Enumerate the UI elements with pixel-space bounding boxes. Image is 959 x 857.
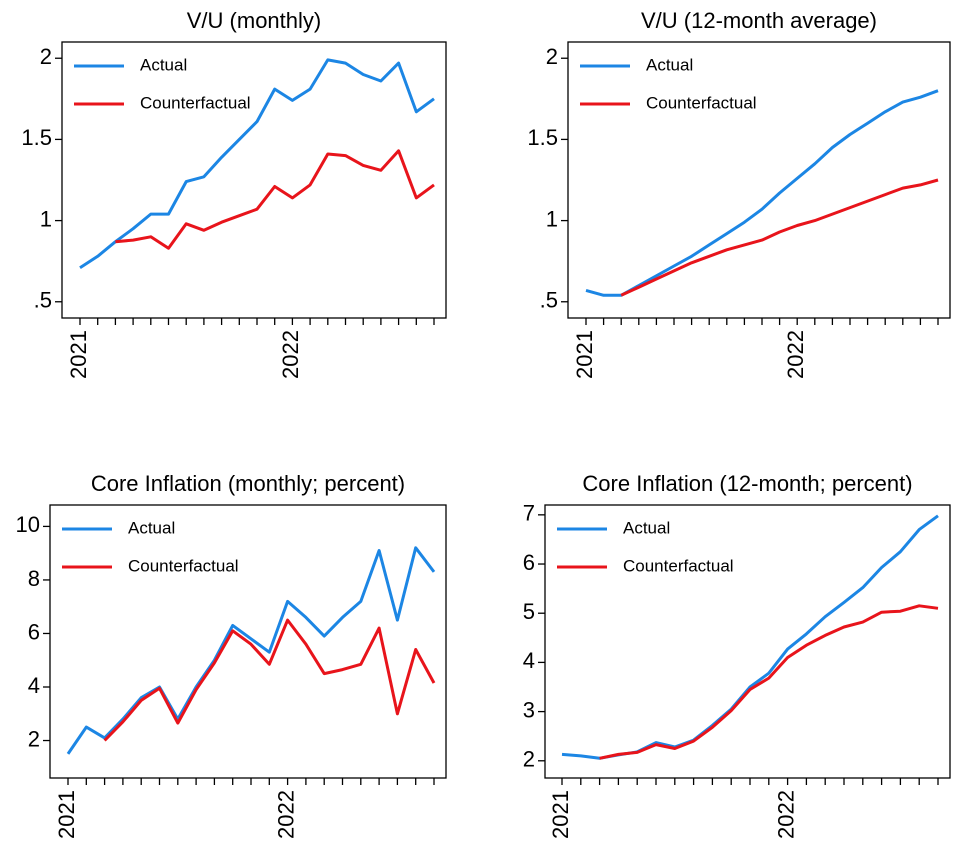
chart-panel: V/U (12-month average) .5 1 1.5 2 2021 2022 Act…	[527, 8, 951, 379]
chart-title: Core Inflation (12-month; percent)	[582, 471, 912, 496]
x-tick-label: 2021	[548, 790, 573, 839]
y-tick-label: 4	[28, 673, 40, 698]
series-line	[79, 58, 435, 269]
chart-title: V/U (monthly)	[187, 8, 321, 33]
legend-label: Counterfactual	[646, 93, 757, 112]
chart-title: Core Inflation (monthly; percent)	[91, 471, 405, 496]
series-line	[115, 149, 435, 250]
legend-label: Counterfactual	[128, 556, 239, 575]
plot-frame	[544, 504, 951, 779]
y-tick-label: .5	[540, 288, 558, 313]
y-tick-label: 1.5	[527, 125, 558, 150]
chart-panel: Core Inflation (monthly; percent) 2 4 6 8 10 2…	[16, 471, 447, 839]
plot-frame	[567, 41, 951, 319]
x-tick-label: 2021	[54, 790, 79, 839]
series-line	[103, 618, 436, 742]
chart-title: V/U (12-month average)	[641, 8, 877, 33]
y-tick-label: 10	[16, 512, 40, 537]
x-tick-label: 2022	[273, 790, 298, 839]
x-tick-label: 2022	[783, 330, 808, 379]
series-line	[599, 604, 939, 760]
y-tick-label: 2	[40, 44, 52, 69]
y-tick-label: 6	[28, 619, 40, 644]
legend-label: Actual	[623, 518, 670, 537]
y-tick-label: 1	[40, 206, 52, 231]
legend-label: Counterfactual	[140, 93, 251, 112]
y-tick-label: 2	[523, 747, 535, 772]
series-line	[561, 514, 939, 760]
legend-label: Actual	[646, 55, 693, 74]
y-tick-label: 2	[546, 44, 558, 69]
y-tick-label: 8	[28, 566, 40, 591]
chart-panel: Core Inflation (12-month; percent) 2 3 4 5 6 7…	[523, 471, 951, 839]
legend-label: Actual	[128, 518, 175, 537]
y-tick-label: 1.5	[21, 125, 52, 150]
legend-label: Actual	[140, 55, 187, 74]
plot-frame	[61, 41, 447, 319]
x-tick-label: 2022	[278, 330, 303, 379]
y-tick-label: 6	[523, 550, 535, 575]
y-tick-label: 3	[523, 697, 535, 722]
series-line	[620, 178, 939, 297]
y-tick-label: 4	[523, 648, 535, 673]
y-tick-label: 7	[523, 501, 535, 526]
series-line	[585, 89, 939, 297]
legend-label: Counterfactual	[623, 556, 734, 575]
y-tick-label: 5	[523, 599, 535, 624]
y-tick-label: 2	[28, 726, 40, 751]
y-tick-label: .5	[34, 288, 52, 313]
x-tick-label: 2021	[66, 330, 91, 379]
plot-frame	[49, 504, 447, 779]
x-tick-label: 2021	[572, 330, 597, 379]
y-tick-label: 1	[546, 206, 558, 231]
x-tick-label: 2022	[773, 790, 798, 839]
series-line	[66, 546, 436, 755]
chart-panel: V/U (monthly) .5 1 1.5 2 2021 2022 Actual Counte…	[21, 8, 447, 379]
